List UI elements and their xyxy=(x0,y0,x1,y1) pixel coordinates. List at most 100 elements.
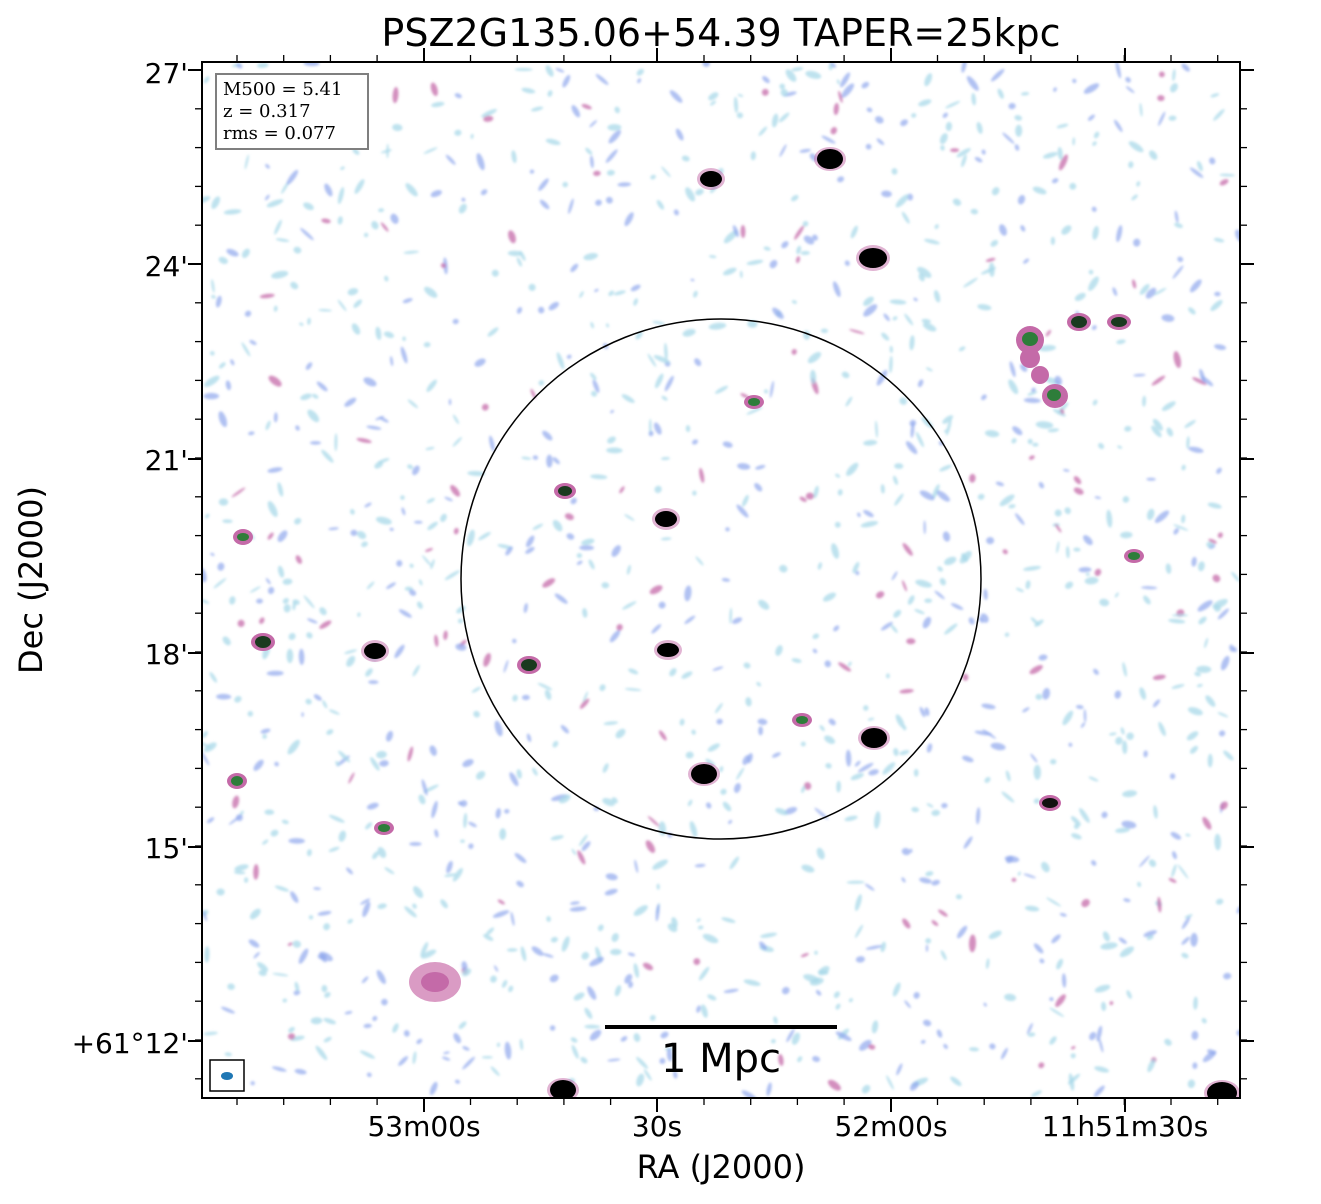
noise-blob xyxy=(512,694,518,702)
noise-blob xyxy=(1192,1062,1198,1069)
noise-blob xyxy=(547,90,553,97)
noise-blob xyxy=(270,829,279,837)
noise-blob xyxy=(697,925,704,930)
noise-blob xyxy=(222,636,231,646)
noise-blob xyxy=(634,859,639,873)
noise-blob xyxy=(542,578,556,588)
noise-blob xyxy=(1027,390,1038,396)
noise-blob xyxy=(1218,730,1226,737)
noise-blob xyxy=(932,484,940,500)
noise-blob xyxy=(883,313,890,322)
noise-blob xyxy=(895,714,905,728)
noise-blob xyxy=(301,712,304,717)
noise-blob xyxy=(607,1058,621,1062)
noise-blob xyxy=(283,604,291,613)
noise-blob xyxy=(489,435,495,452)
noise-blob xyxy=(656,199,665,210)
noise-blob xyxy=(320,956,327,963)
noise-blob xyxy=(812,234,818,241)
map-title: PSZ2G135.06+54.39 TAPER=25kpc xyxy=(381,11,1060,55)
noise-blob xyxy=(832,281,841,298)
noise-blob xyxy=(1132,279,1137,289)
noise-blob xyxy=(1181,514,1186,524)
noise-blob xyxy=(695,188,704,196)
noise-blob xyxy=(754,482,763,492)
noise-blob xyxy=(288,838,305,844)
noise-blob xyxy=(334,433,338,452)
noise-blob xyxy=(277,565,285,578)
noise-blob xyxy=(693,290,698,298)
noise-blob xyxy=(758,599,770,610)
noise-blob xyxy=(323,1036,332,1043)
noise-blob xyxy=(1073,823,1080,830)
noise-blob xyxy=(405,183,418,197)
noise-blob xyxy=(273,412,278,423)
noise-blob xyxy=(691,729,696,735)
noise-blob xyxy=(910,422,915,438)
noise-blob xyxy=(1120,531,1133,539)
noise-blob xyxy=(844,815,858,822)
noise-blob xyxy=(525,546,535,554)
y-tick-label: 21' xyxy=(145,444,188,477)
noise-blob xyxy=(1229,644,1235,652)
noise-blob xyxy=(1115,827,1130,833)
noise-blob xyxy=(222,519,233,524)
noise-blob xyxy=(300,227,314,241)
noise-blob xyxy=(227,983,235,990)
noise-blob xyxy=(1049,1007,1065,1017)
noise-blob xyxy=(773,1016,778,1025)
noise-blob xyxy=(624,212,634,227)
noise-blob xyxy=(649,585,663,595)
noise-blob xyxy=(595,199,602,206)
noise-blob xyxy=(712,666,724,671)
noise-blob xyxy=(350,529,358,537)
noise-blob xyxy=(454,1079,461,1084)
noise-blob xyxy=(379,760,389,767)
noise-blob xyxy=(494,720,503,737)
noise-blob xyxy=(363,232,369,238)
noise-blob xyxy=(453,1033,462,1044)
noise-blob xyxy=(377,903,387,909)
noise-blob xyxy=(799,496,807,502)
noise-blob xyxy=(1045,329,1052,337)
noise-blob xyxy=(366,425,382,430)
noise-blob xyxy=(854,924,864,939)
noise-blob xyxy=(360,898,371,905)
noise-blob xyxy=(917,266,932,278)
noise-blob xyxy=(892,316,898,321)
noise-blob xyxy=(902,580,907,592)
noise-blob xyxy=(209,671,218,683)
noise-blob xyxy=(539,199,550,210)
noise-blob xyxy=(1169,773,1176,780)
noise-blob xyxy=(310,1017,323,1025)
noise-blob xyxy=(815,989,822,996)
noise-blob xyxy=(224,1052,232,1057)
noise-blob xyxy=(1189,745,1199,754)
noise-blob xyxy=(803,974,820,983)
noise-blob xyxy=(1212,598,1228,609)
noise-blob xyxy=(1011,877,1017,882)
noise-blob xyxy=(300,393,312,401)
noise-blob xyxy=(800,250,810,256)
noise-blob xyxy=(375,326,382,341)
noise-blob xyxy=(940,950,947,961)
noise-blob xyxy=(1197,160,1203,172)
noise-blob xyxy=(934,590,945,600)
noise-blob xyxy=(1092,141,1097,146)
noise-blob xyxy=(924,598,933,603)
noise-blob xyxy=(226,248,239,257)
noise-blob xyxy=(203,392,220,400)
noise-blob xyxy=(828,718,836,726)
noise-blob xyxy=(781,986,790,995)
noise-blob xyxy=(1023,397,1041,403)
noise-blob xyxy=(746,259,764,265)
noise-blob xyxy=(578,834,588,847)
noise-blob xyxy=(519,1038,524,1051)
noise-blob xyxy=(298,948,309,964)
noise-blob xyxy=(503,659,509,673)
noise-blob xyxy=(592,379,600,393)
noise-blob xyxy=(893,475,898,485)
noise-blob xyxy=(791,348,797,355)
noise-blob xyxy=(990,240,999,247)
x-tick-labels: 53m00s 30s 52m00s 11h51m30s xyxy=(367,1110,1208,1143)
